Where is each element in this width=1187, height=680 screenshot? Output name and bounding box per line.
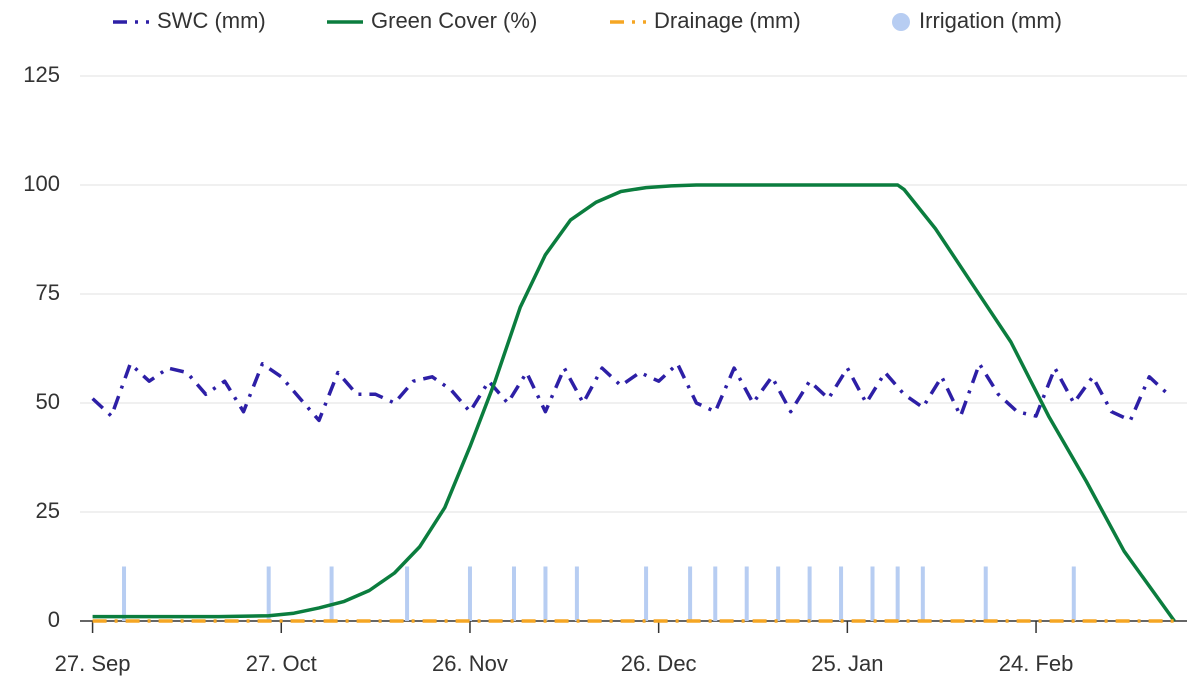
irrigation-bar [895, 566, 900, 621]
irrigation-bar [713, 566, 718, 621]
irrigation-bar [266, 566, 271, 621]
y-tick-label: 50 [36, 389, 60, 414]
y-tick-label: 0 [48, 607, 60, 632]
x-tick-label: 25. Jan [811, 651, 883, 676]
irrigation-bar [574, 566, 579, 621]
legend-label: Drainage (mm) [654, 8, 801, 33]
irrigation-bar [807, 566, 812, 621]
y-tick-label: 100 [23, 171, 60, 196]
legend-marker [892, 13, 910, 31]
irrigation-bar [744, 566, 749, 621]
irrigation-bar [511, 566, 516, 621]
x-tick-label: 26. Dec [621, 651, 697, 676]
irrigation-bar [839, 566, 844, 621]
series-line [92, 183, 1176, 623]
irrigation-bar [467, 566, 472, 621]
y-tick-label: 25 [36, 498, 60, 523]
legend-label: SWC (mm) [157, 8, 266, 33]
y-tick-label: 75 [36, 280, 60, 305]
legend-label: Irrigation (mm) [919, 8, 1062, 33]
x-tick-label: 27. Oct [246, 651, 317, 676]
irrigation-bar [543, 566, 548, 621]
irrigation-bar [1071, 566, 1076, 621]
irrigation-bar [122, 566, 127, 621]
series-line [91, 362, 1170, 423]
irrigation-bar [688, 566, 693, 621]
y-tick-label: 125 [23, 62, 60, 87]
irrigation-bar [644, 566, 649, 621]
x-tick-label: 27. Sep [55, 651, 131, 676]
irrigation-bar [329, 566, 334, 621]
x-tick-label: 26. Nov [432, 651, 508, 676]
irrigation-bar [776, 566, 781, 621]
irrigation-bar [405, 566, 410, 621]
irrigation-bar [920, 566, 925, 621]
irrigation-bar [870, 566, 875, 621]
legend-label: Green Cover (%) [371, 8, 537, 33]
irrigation-bar [983, 566, 988, 621]
x-tick-label: 24. Feb [999, 651, 1074, 676]
